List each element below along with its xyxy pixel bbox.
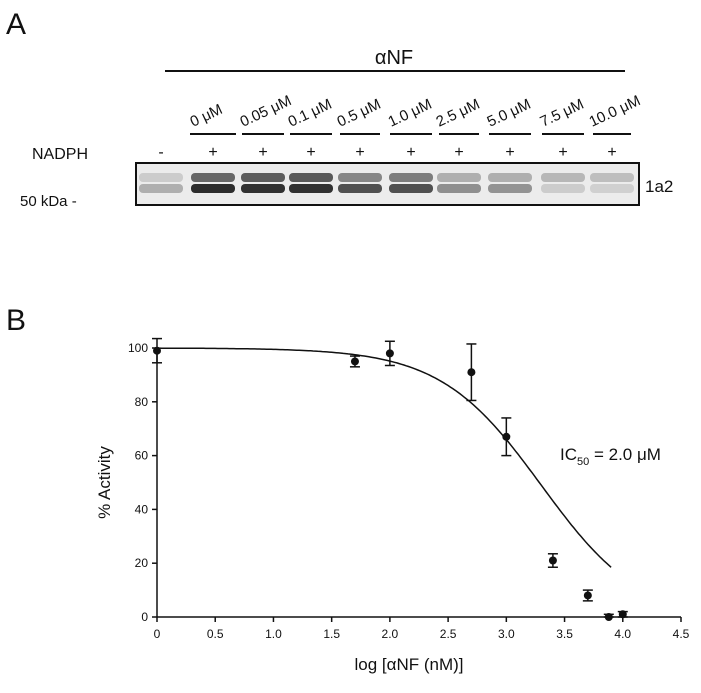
nadph-row: - + + + + + + + + + [158,144,616,161]
x-tick-label: 3.5 [556,627,573,641]
panel-b-label: B [6,304,26,337]
lane-nadph-sign: + [208,144,217,161]
blot-band-lower [437,184,481,193]
lane-conc-label: 0.05 μM [238,92,295,130]
x-tick-label: 2.0 [382,627,399,641]
blot-bands [139,173,634,193]
lane-conc-label: 0.1 μM [286,96,335,131]
y-tick-label: 40 [135,502,149,516]
band-label: 1a2 [645,177,673,196]
x-tick-label: 4.5 [673,627,690,641]
data-point [618,610,627,619]
blot-band-upper [139,173,183,182]
blot-band-upper [389,173,433,182]
data-point [350,357,359,366]
x-tick-label: 0 [154,627,161,641]
lane-nadph-sign: + [505,144,514,161]
lane-conc-label: 2.5 μM [434,96,483,131]
y-tick-label: 80 [135,395,149,409]
blot-band-upper [241,173,285,182]
lane-nadph-sign: + [454,144,463,161]
lane-conc-label: 5.0 μM [485,96,534,131]
lane-nadph-sign: + [355,144,364,161]
data-point [583,591,592,600]
blot-band-upper [437,173,481,182]
blot-band-upper [488,173,532,182]
blot-band-lower [289,184,333,193]
lane-conc-label: 7.5 μM [538,96,587,131]
blot-band-upper [289,173,333,182]
x-tick-label: 1.0 [265,627,282,641]
x-tick-label: 0.5 [207,627,224,641]
lane-nadph-sign: + [306,144,315,161]
lane-labels: 0 μM 0.05 μM0.1 μM 0.5 μM 1.0 μM2.5 μM 5.0 μ… [188,92,644,135]
panel-a-label: A [6,8,26,41]
blot-band-lower [241,184,285,193]
nadph-label: NADPH [32,146,88,163]
x-axis-label: log [αNF (nM)] [354,655,463,674]
x-tick-label: 4.0 [614,627,631,641]
blot-band-lower [389,184,433,193]
x-tick-label: 1.5 [323,627,340,641]
blot-band-upper [338,173,382,182]
activity-chart: 0 0.5 1.0 1.5 2.0 2.5 3.0 3.5 4.0 4.5 0 20 40 60 80 100… [95,337,690,674]
y-tick-label: 60 [135,449,149,463]
lane-nadph-sign: - [158,144,163,161]
blot-band-lower [191,184,235,193]
blot-band-lower [590,184,634,193]
x-tick-label: 3.0 [498,627,515,641]
lane-nadph-sign: + [258,144,267,161]
ic50-sub: 50 [577,456,589,468]
ic50-prefix: IC [560,445,577,464]
blot-band-upper [191,173,235,182]
ic50-annotation: IC50 = 2.0 μM [560,445,661,468]
data-point [153,346,161,355]
anf-header: αNF [375,47,413,69]
marker-label: 50 kDa - [20,193,77,210]
lane-nadph-sign: + [406,144,415,161]
lane-conc-label: 0.5 μM [335,96,384,131]
x-tick-label: 2.5 [440,627,457,641]
lane-conc-label: 10.0 μM [587,92,644,130]
blot-band-upper [590,173,634,182]
blot-band-lower [139,184,183,193]
ic50-value: = 2.0 μM [589,445,661,464]
data-point [502,432,511,441]
lane-conc-label: 0 μM [188,101,226,131]
western-blot [135,162,640,206]
blot-band-lower [488,184,532,193]
blot-band-upper [541,173,585,182]
y-axis-label: % Activity [95,446,114,519]
y-tick-label: 20 [135,556,149,570]
lane-nadph-sign: + [607,144,616,161]
data-point [467,368,476,377]
data-point [548,556,557,565]
y-tick-label: 100 [128,341,148,355]
blot-band-lower [338,184,382,193]
blot-band-lower [541,184,585,193]
fit-curve [157,347,612,568]
data-point [385,349,394,358]
lane-nadph-sign: + [558,144,567,161]
lane-conc-label: 1.0 μM [386,96,435,131]
data-point [604,613,613,621]
y-tick-label: 0 [141,610,148,624]
